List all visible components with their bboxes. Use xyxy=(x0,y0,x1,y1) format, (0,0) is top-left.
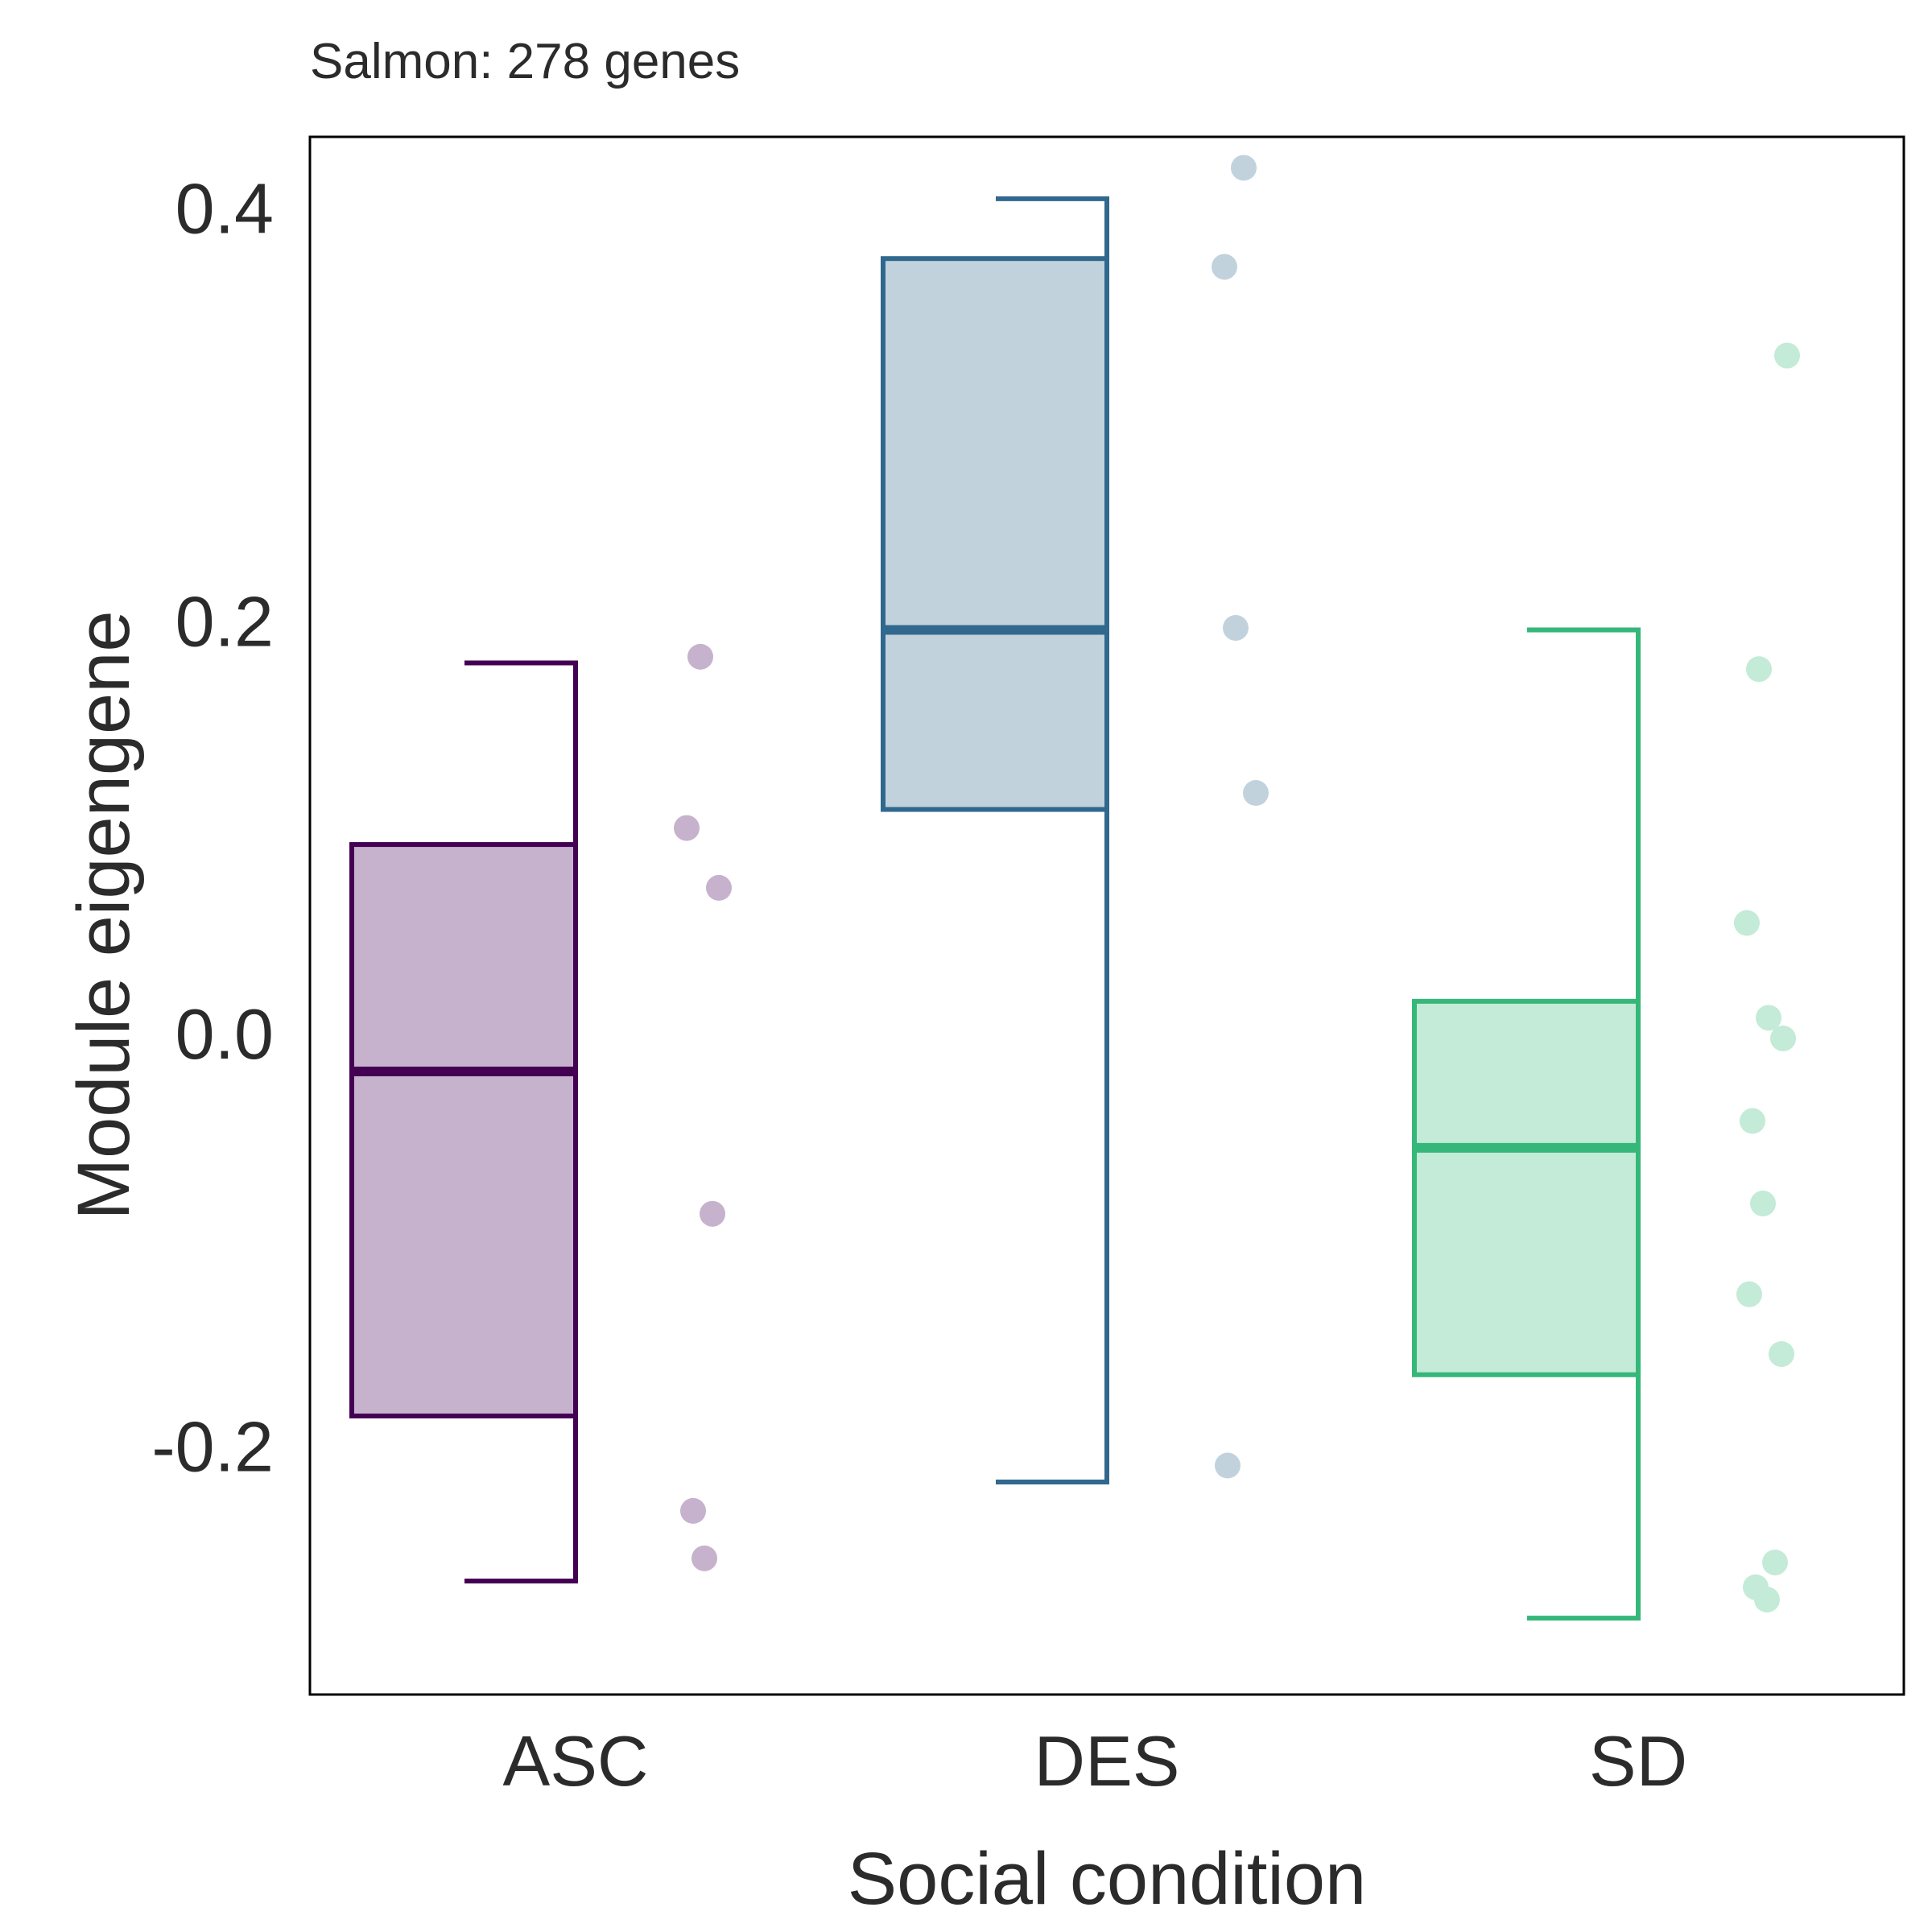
data-point-sd xyxy=(1769,1341,1794,1368)
data-point-des xyxy=(1231,155,1257,181)
box-sd xyxy=(1412,998,1641,1377)
data-point-sd xyxy=(1756,1005,1781,1031)
data-point-sd xyxy=(1774,342,1800,369)
data-point-sd xyxy=(1762,1549,1788,1575)
y-tick-label: 0.2 xyxy=(175,581,274,661)
data-point-des xyxy=(1215,1452,1241,1479)
x-tick-label: SD xyxy=(1589,1721,1687,1801)
y-tick-label: 0.0 xyxy=(175,994,274,1074)
data-point-sd xyxy=(1746,656,1772,683)
y-axis-label: Module eigengene xyxy=(63,610,145,1220)
chart-title: Salmon: 278 genes xyxy=(310,34,740,89)
box-group-sd xyxy=(1412,342,1800,1621)
box-des xyxy=(881,256,1109,812)
data-point-asc xyxy=(706,874,732,901)
x-axis-ticks: ASC DES SD xyxy=(503,1721,1688,1801)
x-tick-label: DES xyxy=(1034,1721,1180,1801)
box-asc xyxy=(349,842,578,1419)
data-point-des xyxy=(1212,254,1237,280)
data-point-des xyxy=(1243,780,1269,807)
data-point-asc xyxy=(700,1200,725,1227)
data-point-sd xyxy=(1754,1587,1780,1613)
x-tick-label: ASC xyxy=(503,1721,649,1801)
data-point-sd xyxy=(1734,910,1760,936)
data-point-asc xyxy=(691,1545,717,1571)
data-point-asc xyxy=(674,815,700,841)
chart-marks xyxy=(349,155,1800,1621)
data-point-asc xyxy=(687,643,713,670)
data-point-des xyxy=(1223,614,1249,641)
data-point-sd xyxy=(1750,1191,1776,1217)
data-point-sd xyxy=(1770,1025,1796,1051)
box-group-asc xyxy=(349,643,732,1584)
y-axis-ticks: 0.4 0.2 0.0 -0.2 xyxy=(151,169,274,1487)
y-tick-label: -0.2 xyxy=(151,1406,274,1486)
data-point-asc xyxy=(680,1497,706,1524)
data-point-sd xyxy=(1736,1281,1762,1307)
y-tick-label: 0.4 xyxy=(175,169,274,249)
box-group-des xyxy=(881,155,1269,1485)
data-point-sd xyxy=(1740,1108,1765,1134)
plot-frame xyxy=(308,135,1905,1696)
x-axis-label: Social condition xyxy=(848,1838,1366,1920)
